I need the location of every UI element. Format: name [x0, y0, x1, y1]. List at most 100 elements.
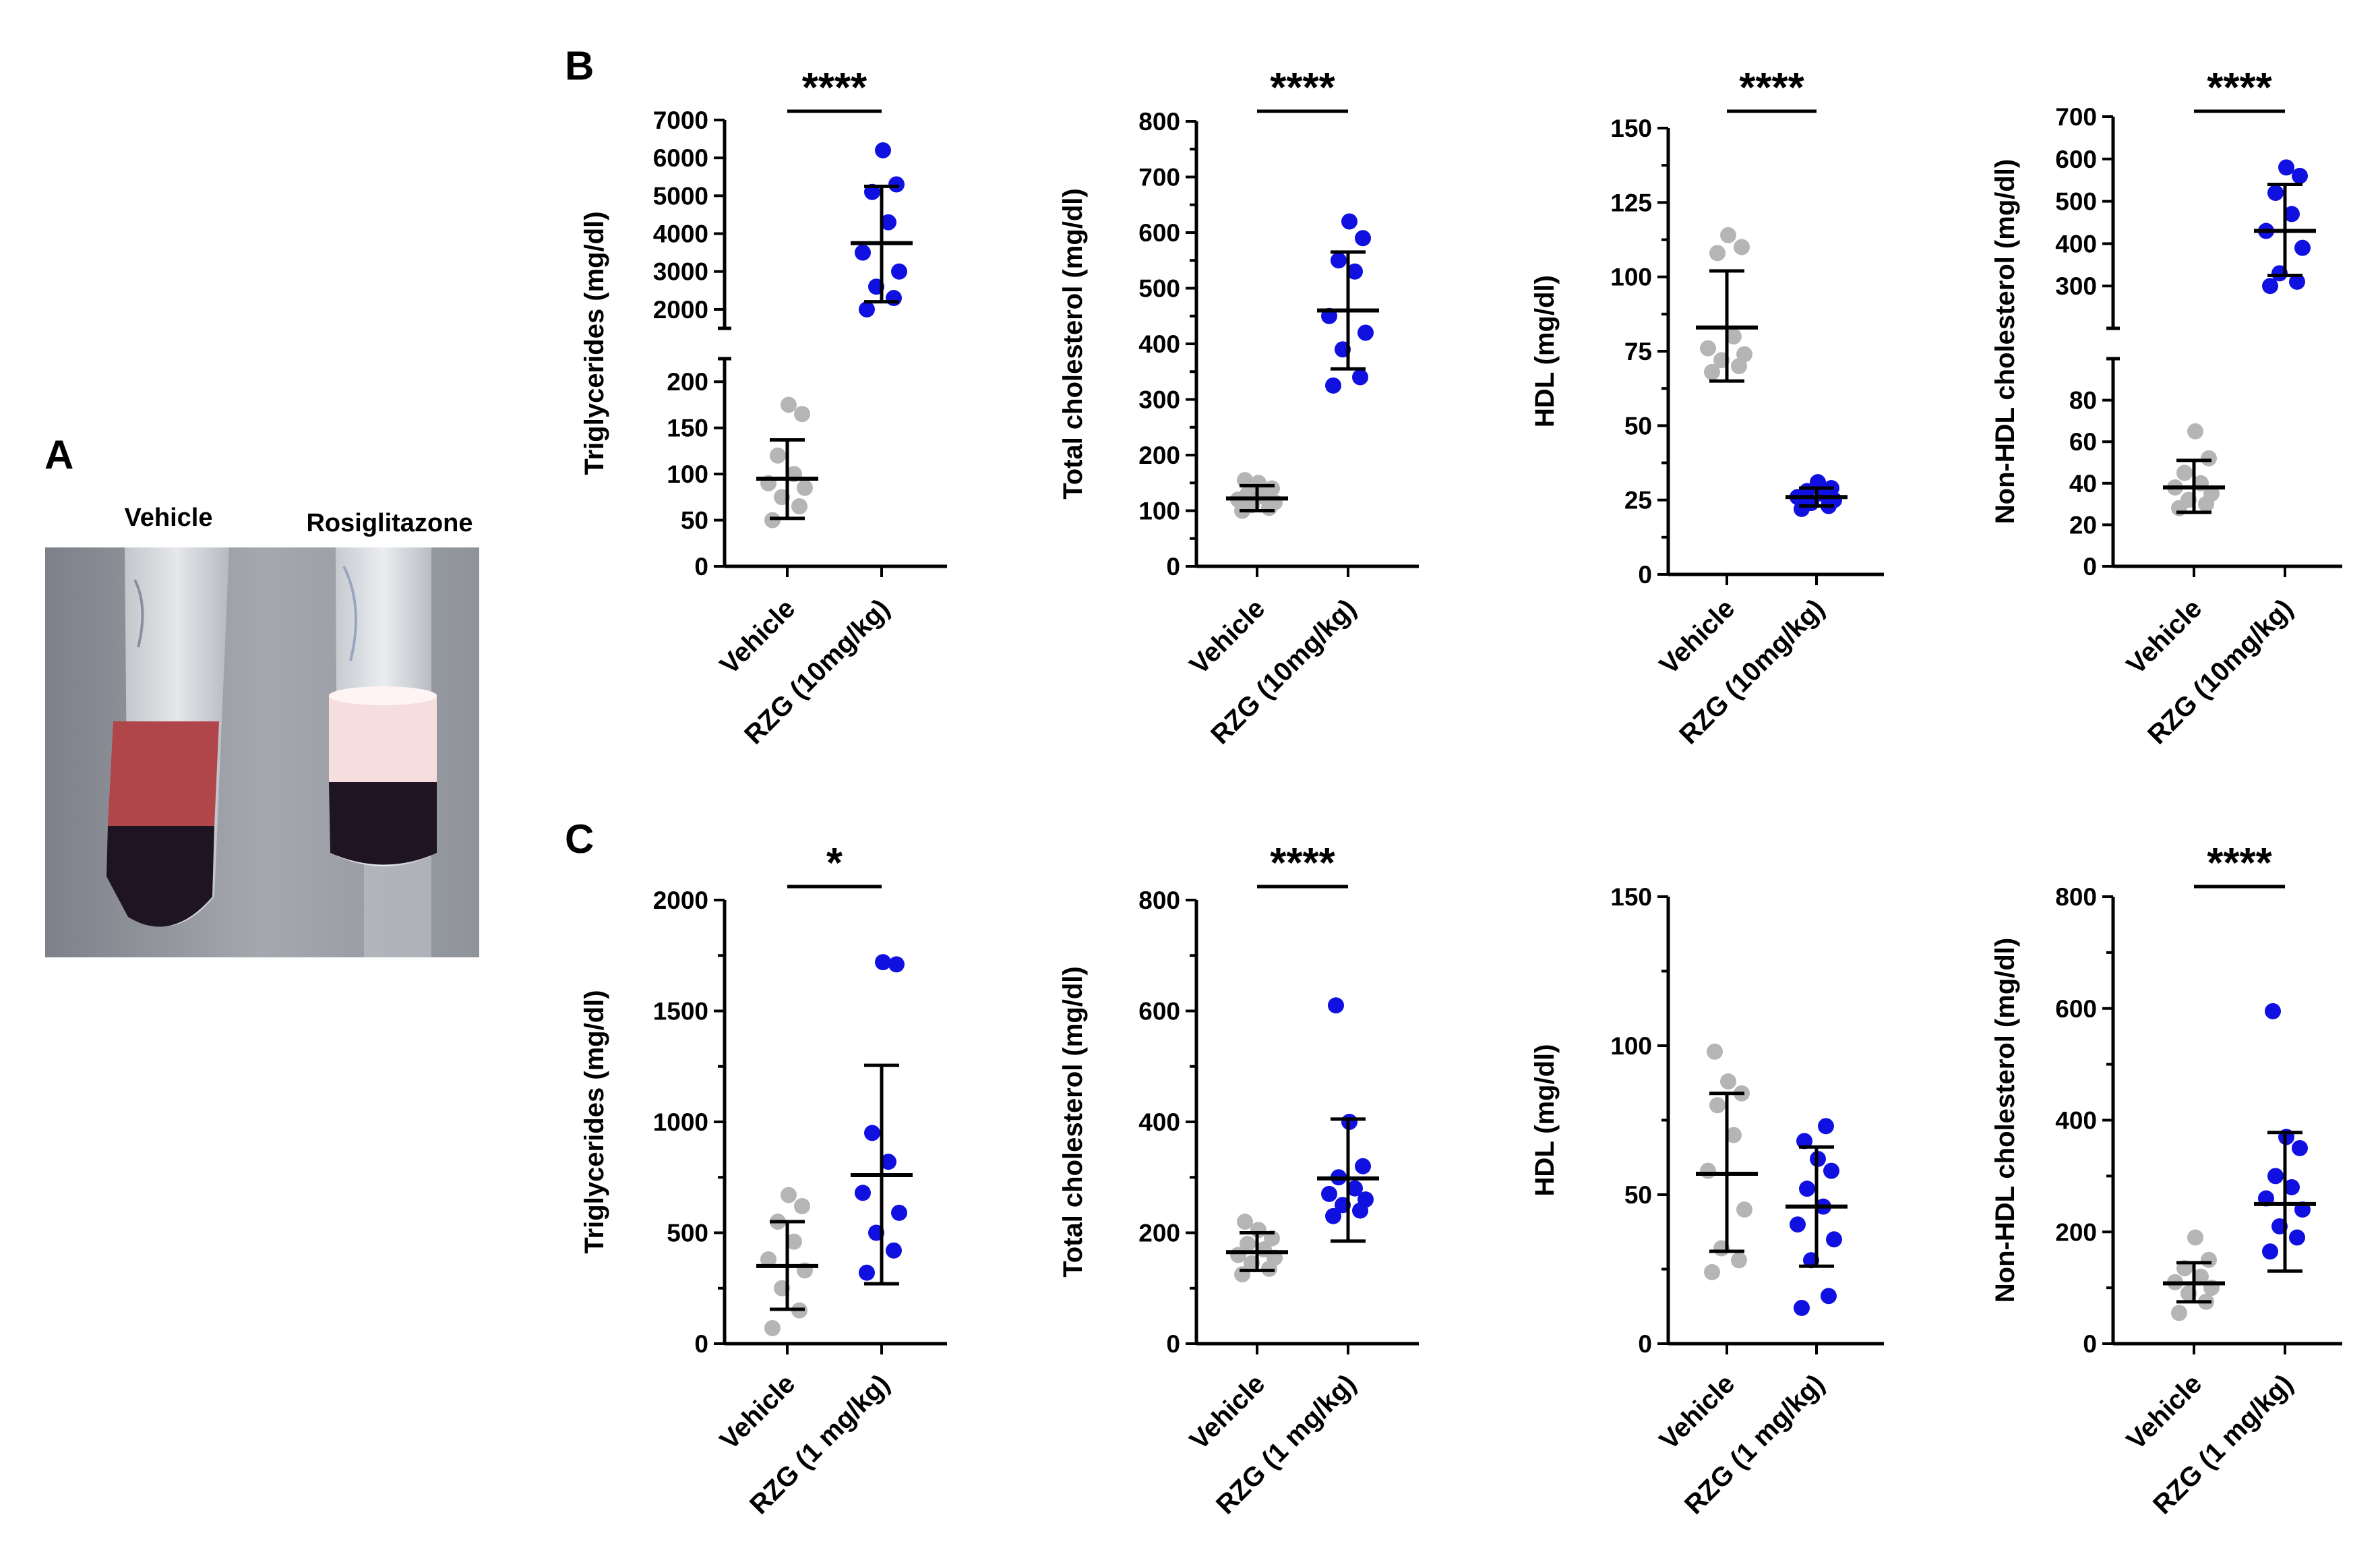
y-tick-label: 50	[1624, 1181, 1652, 1209]
y-tick-label: 150	[1610, 115, 1652, 142]
data-point	[2265, 1003, 2281, 1019]
y-tick-label: 0	[694, 1330, 708, 1358]
data-point	[2201, 450, 2217, 467]
data-point	[1823, 1162, 1839, 1179]
data-point	[880, 1154, 896, 1170]
data-point	[1357, 324, 1374, 341]
y-tick-label: 400	[1138, 330, 1180, 358]
data-point	[859, 301, 875, 318]
series-vehicle	[2163, 1229, 2225, 1321]
data-point	[859, 1264, 875, 1281]
y-axis-label: Triglycerides (mg/dl)	[580, 990, 609, 1253]
y-tick-label: 100	[1610, 264, 1652, 291]
data-point	[855, 244, 871, 261]
y-tick-label: 0	[2083, 553, 2097, 580]
data-point	[2201, 1251, 2217, 1268]
series-vehicle	[1696, 227, 1758, 383]
y-tick-label: 0	[1166, 1330, 1180, 1358]
series-treated	[1786, 474, 1848, 517]
y-axis-label: Non-HDL cholesterol (mg/dl)	[1990, 938, 2020, 1303]
y-tick-label: 1500	[653, 998, 708, 1025]
y-tick-label: 300	[1138, 386, 1180, 414]
x-category-label: Vehicle	[714, 1369, 801, 1456]
y-tick-label: 800	[1138, 108, 1180, 136]
data-point	[760, 1251, 776, 1267]
tube-photograph: Vehicle Rosiglitazone	[45, 504, 479, 957]
x-category-label: Vehicle	[1654, 593, 1741, 680]
y-tick-label: 0	[2083, 1330, 2097, 1358]
data-point	[2176, 465, 2193, 481]
y-tick-label: 3000	[653, 258, 708, 286]
data-point	[1709, 1097, 1726, 1114]
data-point	[794, 406, 810, 423]
data-point	[864, 1125, 880, 1141]
data-point	[2262, 1243, 2278, 1260]
y-tick-label: 100	[1610, 1032, 1652, 1060]
data-point	[2294, 239, 2311, 256]
data-point	[794, 1198, 810, 1215]
y-tick-label: 700	[2055, 103, 2097, 131]
series-treated	[851, 142, 913, 318]
series-treated	[2254, 159, 2316, 295]
data-point	[2193, 1268, 2209, 1285]
panel-letter-c: C	[565, 816, 594, 862]
data-point	[2289, 273, 2305, 290]
x-category-label: Vehicle	[2121, 593, 2208, 680]
data-point	[1347, 1180, 1363, 1197]
rosiglitazone-tube	[329, 547, 437, 866]
significance-label: ****	[2207, 65, 2272, 111]
series-vehicle	[756, 1187, 818, 1336]
y-tick-label: 1000	[653, 1108, 708, 1136]
data-point	[880, 214, 896, 231]
data-point	[1799, 1181, 1815, 1197]
data-point	[1704, 363, 1720, 380]
y-tick-label: 800	[1138, 887, 1180, 914]
y-tick-label: 500	[1138, 275, 1180, 303]
y-tick-label: 150	[667, 415, 708, 442]
data-point	[1736, 346, 1752, 363]
data-point	[2187, 423, 2203, 440]
y-tick-label: 200	[1138, 442, 1180, 469]
panel-letter-b: B	[565, 43, 594, 88]
y-tick-label: 2000	[653, 887, 708, 914]
y-tick-label: 5000	[653, 182, 708, 210]
y-axis-label: Triglycerides (mg/dl)	[580, 211, 609, 475]
y-tick-label: 800	[2055, 883, 2097, 911]
y-tick-label: 0	[1638, 1330, 1652, 1358]
series-treated	[1786, 1118, 1848, 1316]
y-tick-label: 20	[2069, 511, 2097, 539]
data-point	[1720, 227, 1736, 243]
data-point	[1331, 252, 1347, 269]
data-point	[1726, 328, 1742, 345]
data-point	[2267, 185, 2284, 202]
y-tick-label: 25	[1624, 487, 1652, 514]
chart-4: 0 20 40 60 80 300 400 500 600 700 Non-HDL choleste…	[1990, 65, 2342, 750]
series-treated	[1317, 213, 1379, 394]
data-point	[891, 263, 907, 280]
data-point	[2278, 159, 2294, 176]
y-tick-label: 300	[2055, 272, 2097, 300]
chart-1: 0 50 100 150 200 2000 3000 4000 5000 6000 7000 Trig…	[580, 65, 947, 750]
data-point	[786, 1233, 802, 1250]
y-tick-label: 2000	[653, 296, 708, 324]
panel-letter-a: A	[44, 432, 73, 477]
x-category-label: Vehicle	[1184, 593, 1271, 680]
data-point	[1704, 1263, 1720, 1280]
data-point	[2292, 1139, 2308, 1156]
y-tick-label: 50	[681, 507, 708, 535]
data-point	[1321, 1185, 1337, 1202]
x-category-label: Vehicle	[714, 593, 801, 680]
data-point	[1707, 1043, 1723, 1060]
data-point	[797, 479, 813, 496]
y-axis-label: HDL (mg/dl)	[1530, 275, 1560, 427]
significance-label: ****	[1270, 65, 1335, 111]
series-treated	[2254, 1003, 2316, 1273]
data-point	[781, 1187, 797, 1203]
y-tick-label: 600	[1138, 998, 1180, 1025]
series-vehicle	[1226, 1214, 1288, 1283]
data-point	[1355, 230, 1371, 247]
y-tick-label: 0	[694, 553, 708, 580]
significance-label: *	[826, 840, 843, 887]
series-vehicle	[1226, 472, 1288, 519]
